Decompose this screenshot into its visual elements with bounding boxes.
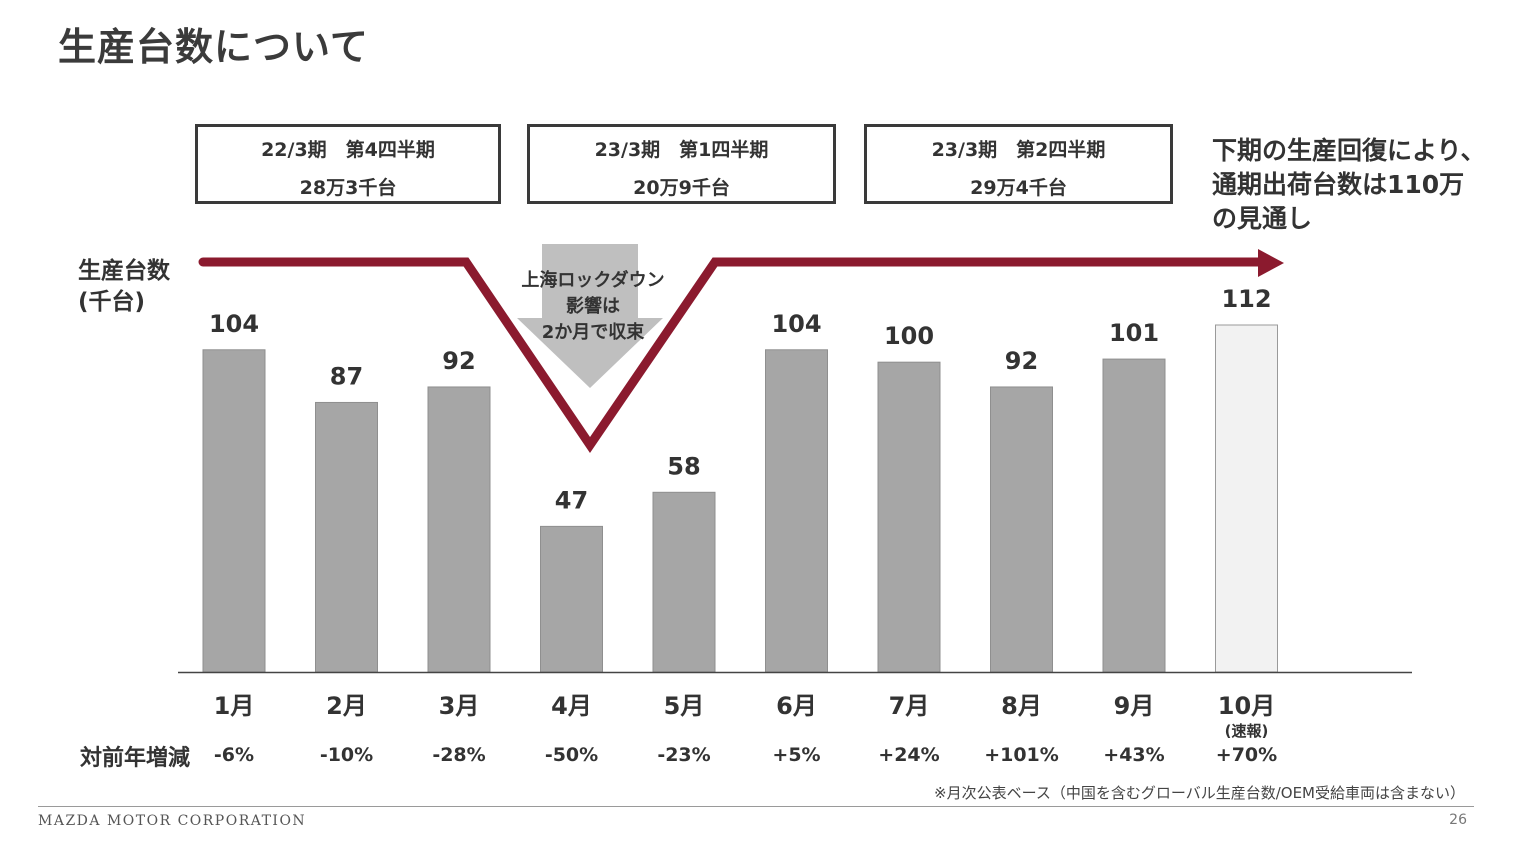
quarter-value: 20万9千台 (633, 177, 730, 199)
bar-2 (315, 401, 378, 673)
yoy-value: -6% (214, 744, 254, 766)
data-label: 104 (771, 310, 821, 338)
x-tick-label: 5月 (664, 692, 705, 720)
data-label: 87 (330, 362, 363, 390)
data-label: 58 (667, 452, 700, 480)
data-label: 92 (442, 347, 475, 375)
x-tick-note: (速報) (1225, 722, 1269, 740)
data-label: 104 (209, 310, 259, 338)
quarter-label: 23/3期 第2四半期 (931, 139, 1106, 161)
footer-divider (38, 806, 1474, 807)
page-title: 生産台数について (58, 25, 369, 69)
yoy-value: -10% (320, 744, 373, 766)
bar-8 (990, 386, 1053, 673)
yoy-value: +101% (984, 744, 1059, 766)
x-tick-label: 10月 (1218, 692, 1275, 720)
outlook-line: 通期出荷台数は110万 (1212, 170, 1465, 199)
bar-9 (1102, 358, 1166, 673)
yoy-value: -28% (432, 744, 485, 766)
down-arrow-icon (517, 244, 663, 388)
labels-layer: 104 1月 -6% 87 2月 -10% 92 3月 -28% 47 4月 -50% 58 5月 -23%… (209, 285, 1277, 766)
lockdown-annotation: 上海ロックダウン 影響は 2か月で収束 (498, 268, 688, 346)
y-axis-label-line: (千台) (78, 289, 146, 315)
quarter-value: 29万4千台 (970, 177, 1067, 199)
yoy-value: -23% (657, 744, 710, 766)
quarter-label: 23/3期 第1四半期 (594, 139, 769, 161)
annotation-line: 影響は (566, 296, 620, 317)
x-tick-label: 7月 (889, 692, 930, 720)
yoy-value: +24% (878, 744, 939, 766)
bar-5 (652, 491, 716, 673)
x-tick-label: 4月 (551, 692, 592, 720)
x-tick-label: 3月 (439, 692, 480, 720)
footer-brand: MAZDA MOTOR CORPORATION (38, 813, 307, 829)
data-label: 101 (1109, 319, 1159, 347)
x-tick-label: 9月 (1114, 692, 1155, 720)
bars-layer (202, 324, 1278, 673)
yoy-row-title: 対前年増減 (80, 746, 191, 771)
y-axis-label: 生産台数 (千台) (78, 256, 170, 318)
data-label: 47 (555, 486, 588, 514)
quarter-box-1: 22/3期 第4四半期 28万3千台 (195, 124, 501, 204)
bar-3 (427, 386, 491, 673)
x-tick-label: 1月 (214, 692, 255, 720)
yoy-value: -50% (545, 744, 598, 766)
trend-line (198, 257, 1267, 454)
x-tick-label: 6月 (776, 692, 817, 720)
bar-1 (202, 349, 266, 673)
x-tick-label: 2月 (326, 692, 367, 720)
outlook-line: の見通し (1212, 204, 1313, 233)
yoy-value: +5% (772, 744, 820, 766)
quarter-box-2: 23/3期 第1四半期 20万9千台 (527, 124, 836, 204)
data-label: 92 (1005, 347, 1038, 375)
bar-10 (1215, 324, 1278, 673)
outlook-line: 下期の生産回復により、 (1212, 136, 1486, 165)
page-number: 26 (1449, 812, 1467, 828)
yoy-value: +43% (1103, 744, 1164, 766)
quarter-label: 22/3期 第4四半期 (261, 139, 435, 161)
annotation-line: 2か月で収束 (541, 322, 645, 343)
data-label: 112 (1221, 285, 1271, 313)
annotation-line: 上海ロックダウン (521, 270, 665, 291)
quarter-value: 28万3千台 (299, 177, 397, 199)
data-label: 100 (884, 322, 934, 350)
quarter-box-3: 23/3期 第2四半期 29万4千台 (864, 124, 1173, 204)
footnote: ※月次公表ベース（中国を含むグローバル生産台数/OEM受給車両は含まない） (934, 784, 1465, 802)
trend-arrowhead-icon (1258, 249, 1284, 277)
bar-6 (765, 349, 828, 673)
bar-7 (877, 361, 941, 673)
y-axis-label-line: 生産台数 (78, 258, 170, 284)
bar-4 (540, 525, 603, 673)
x-tick-label: 8月 (1001, 692, 1042, 720)
yoy-value: +70% (1216, 744, 1277, 766)
outlook-text: 下期の生産回復により、 通期出荷台数は110万 の見通し (1212, 134, 1512, 236)
